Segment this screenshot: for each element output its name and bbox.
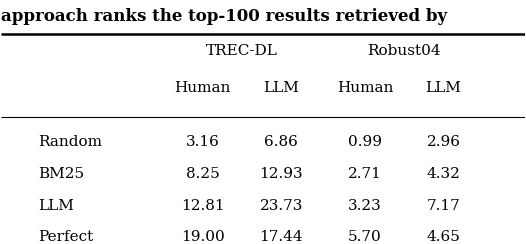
Text: Random: Random — [38, 135, 102, 150]
Text: LLM: LLM — [38, 199, 74, 213]
Text: 0.99: 0.99 — [348, 135, 382, 150]
Text: 6.86: 6.86 — [265, 135, 298, 150]
Text: Human: Human — [337, 81, 393, 95]
Text: 4.32: 4.32 — [427, 167, 460, 181]
Text: 2.71: 2.71 — [348, 167, 382, 181]
Text: 17.44: 17.44 — [259, 230, 303, 244]
Text: TREC-DL: TREC-DL — [206, 44, 278, 58]
Text: 12.93: 12.93 — [259, 167, 303, 181]
Text: 3.16: 3.16 — [186, 135, 220, 150]
Text: BM25: BM25 — [38, 167, 84, 181]
Text: Robust04: Robust04 — [368, 44, 441, 58]
Text: 2.96: 2.96 — [427, 135, 460, 150]
Text: 4.65: 4.65 — [427, 230, 460, 244]
Text: LLM: LLM — [264, 81, 299, 95]
Text: 3.23: 3.23 — [348, 199, 382, 213]
Text: 12.81: 12.81 — [181, 199, 225, 213]
Text: 23.73: 23.73 — [260, 199, 303, 213]
Text: 19.00: 19.00 — [181, 230, 225, 244]
Text: Perfect: Perfect — [38, 230, 93, 244]
Text: 5.70: 5.70 — [348, 230, 382, 244]
Text: Human: Human — [175, 81, 231, 95]
Text: approach ranks the top-100 results retrieved by: approach ranks the top-100 results retri… — [2, 8, 448, 25]
Text: 8.25: 8.25 — [186, 167, 220, 181]
Text: 7.17: 7.17 — [427, 199, 460, 213]
Text: LLM: LLM — [426, 81, 461, 95]
